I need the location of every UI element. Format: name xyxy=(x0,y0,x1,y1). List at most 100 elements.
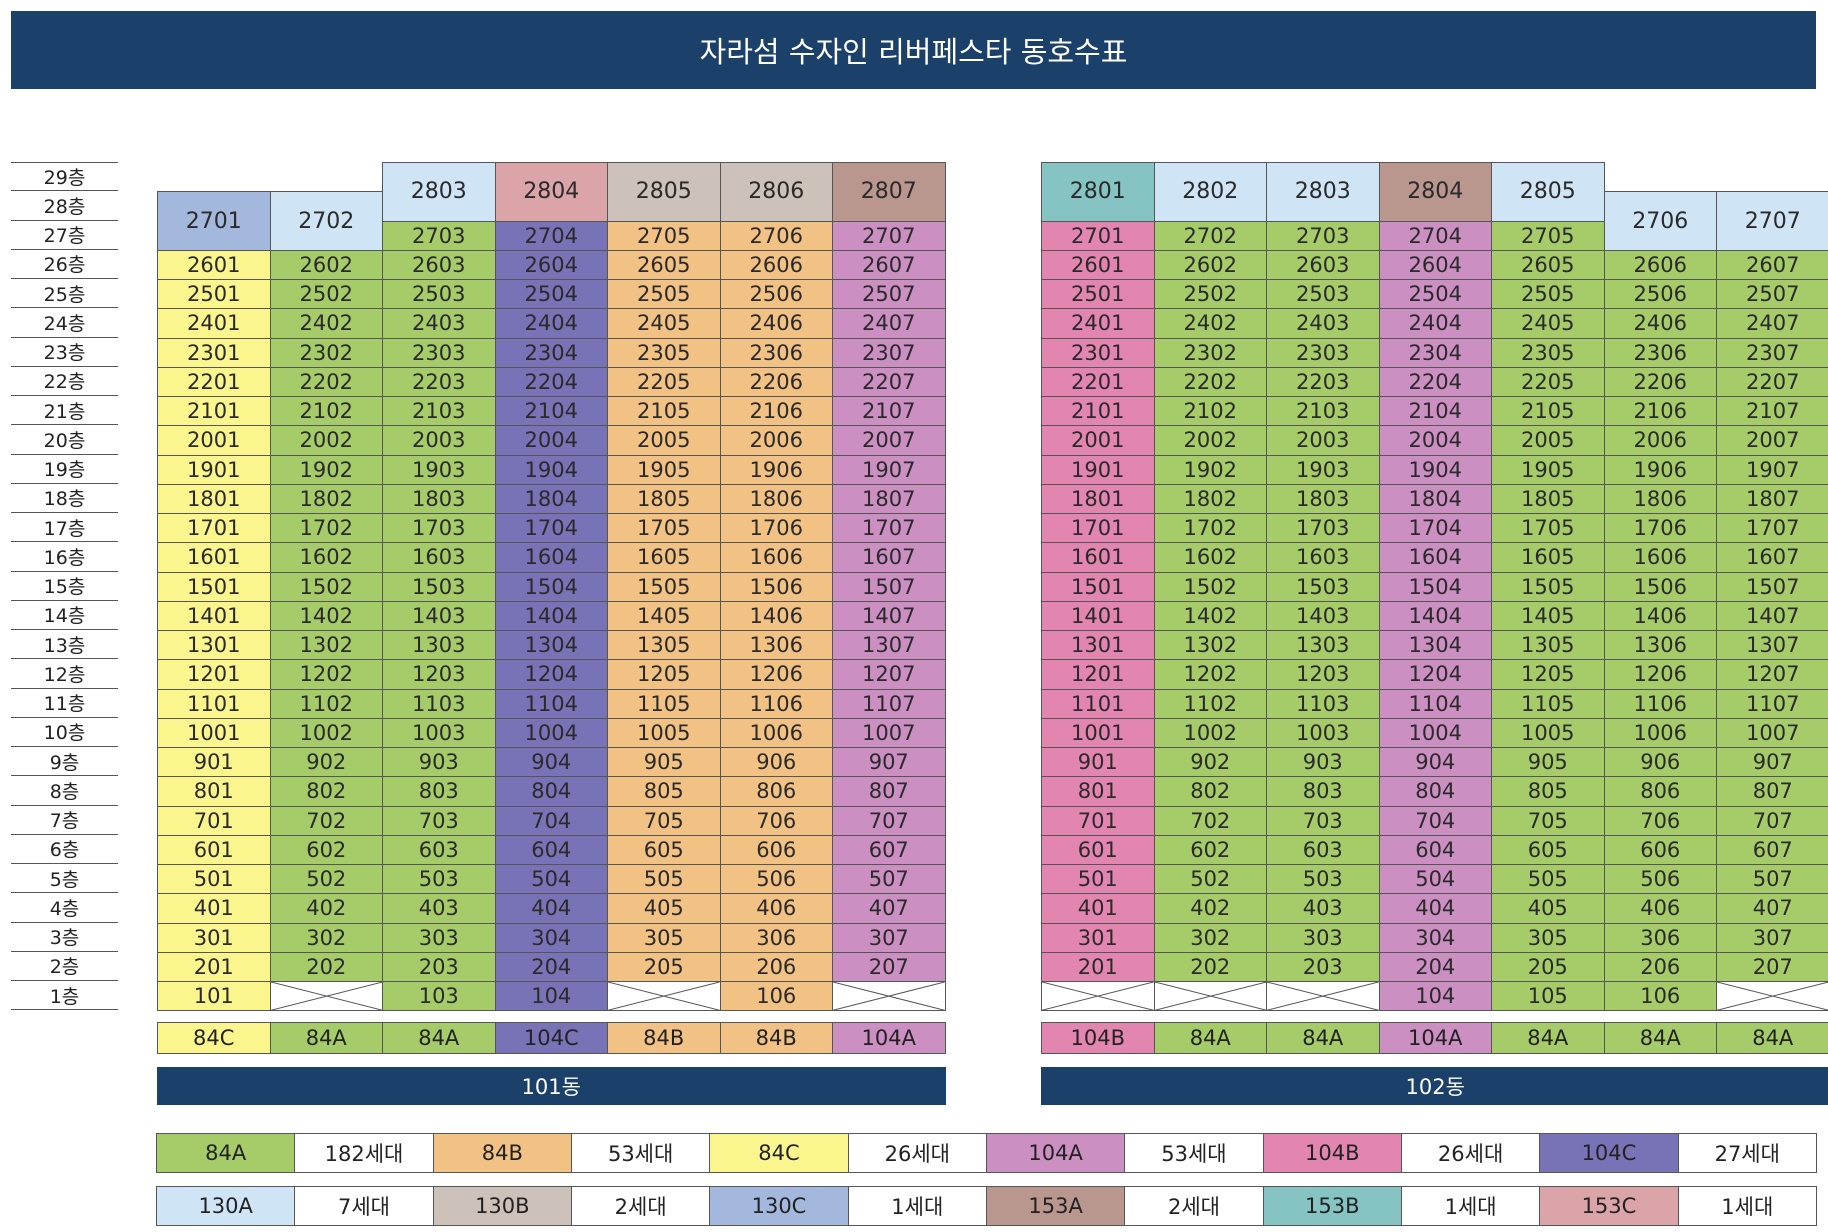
unit-cell: 406 xyxy=(719,893,833,924)
unit-cell: 1606 xyxy=(1603,542,1717,573)
unit-cell: 1803 xyxy=(382,483,496,514)
unit-cell: 201 xyxy=(1041,951,1155,982)
unit-cell: 2503 xyxy=(382,279,496,310)
unit-cell: 2501 xyxy=(1041,279,1155,310)
unit-cell: 806 xyxy=(719,776,833,807)
legend-type: 153B xyxy=(1262,1186,1402,1226)
unit-cell: 1804 xyxy=(494,483,608,514)
floor-label: 27층 xyxy=(11,221,118,250)
unit-cell: 602 xyxy=(1153,834,1267,865)
legend-type: 153A xyxy=(985,1186,1126,1226)
unit-cell-top: 2702 xyxy=(269,191,383,251)
unit-cell: 405 xyxy=(607,893,721,924)
unit-cell: 1102 xyxy=(1153,688,1267,719)
floor-label: 1층 xyxy=(11,981,118,1011)
unit-cell: 1201 xyxy=(1041,659,1155,690)
unit-cell: 703 xyxy=(382,805,496,836)
legend-count: 53세대 xyxy=(1124,1133,1264,1173)
unit-cell: 602 xyxy=(269,834,383,865)
unit-cell: 1404 xyxy=(1378,600,1492,631)
unit-cell: 704 xyxy=(1378,805,1492,836)
unit-cell: 1201 xyxy=(157,659,271,690)
unit-cell: 2701 xyxy=(1041,220,1155,251)
unit-cell: 205 xyxy=(607,951,721,982)
unit-cell: 2405 xyxy=(1491,308,1605,339)
legend-type: 130A xyxy=(156,1186,296,1226)
unit-cell: 1205 xyxy=(1491,659,1605,690)
legend-count: 2세대 xyxy=(570,1186,711,1226)
floor-label: 19층 xyxy=(11,455,118,484)
unit-cell: 2205 xyxy=(607,366,721,397)
unit-cell: 2104 xyxy=(494,396,608,427)
legend-type: 84C xyxy=(709,1133,849,1173)
unit-cell: 2506 xyxy=(719,279,833,310)
unit-cell: 1806 xyxy=(1603,483,1717,514)
unit-cell: 1307 xyxy=(1716,630,1828,661)
unit-type-label: 84A xyxy=(1266,1022,1380,1054)
unit-cell: 907 xyxy=(832,747,946,778)
unit-cell: 2003 xyxy=(1266,425,1380,456)
floor-label: 23층 xyxy=(11,338,118,367)
unit-cell: 903 xyxy=(382,747,496,778)
unit-cell-top: 2802 xyxy=(1153,162,1267,222)
unit-cell: 803 xyxy=(382,776,496,807)
no-unit-cell xyxy=(607,981,721,1012)
unit-cell: 801 xyxy=(1041,776,1155,807)
unit-cell: 1904 xyxy=(1378,454,1492,485)
unit-cell: 1707 xyxy=(1716,513,1828,544)
unit-cell: 1101 xyxy=(1041,688,1155,719)
unit-cell: 1203 xyxy=(382,659,496,690)
unit-cell: 1904 xyxy=(494,454,608,485)
unit-cell: 1202 xyxy=(269,659,383,690)
unit-cell: 2404 xyxy=(1378,308,1492,339)
legend-type: 130B xyxy=(432,1186,572,1226)
unit-cell: 706 xyxy=(1603,805,1717,836)
unit-cell-top: 2805 xyxy=(1491,162,1605,222)
floor-label: 14층 xyxy=(11,601,118,630)
unit-cell: 2201 xyxy=(1041,366,1155,397)
unit-cell: 1702 xyxy=(1153,513,1267,544)
unit-cell: 504 xyxy=(494,864,608,895)
unit-cell: 1102 xyxy=(269,688,383,719)
unit-cell: 2603 xyxy=(382,249,496,280)
unit-cell: 206 xyxy=(1603,951,1717,982)
unit-cell: 2202 xyxy=(1153,366,1267,397)
no-unit-cell xyxy=(1153,981,1267,1012)
unit-cell: 2104 xyxy=(1378,396,1492,427)
unit-cell: 1305 xyxy=(1491,630,1605,661)
unit-cell: 506 xyxy=(1603,864,1717,895)
unit-cell: 503 xyxy=(1266,864,1380,895)
unit-cell: 2401 xyxy=(1041,308,1155,339)
unit-cell: 1805 xyxy=(1491,483,1605,514)
unit-cell: 1603 xyxy=(382,542,496,573)
legend-type: 84B xyxy=(432,1133,572,1173)
unit-cell: 1205 xyxy=(607,659,721,690)
unit-cell: 1506 xyxy=(719,571,833,602)
building-name-bar: 102동 xyxy=(1041,1067,1828,1105)
unit-cell: 2303 xyxy=(382,337,496,368)
unit-cell: 2101 xyxy=(1041,396,1155,427)
unit-cell: 607 xyxy=(1716,834,1828,865)
unit-cell: 2007 xyxy=(1716,425,1828,456)
unit-cell: 1804 xyxy=(1378,483,1492,514)
unit-cell: 1104 xyxy=(494,688,608,719)
unit-cell: 2002 xyxy=(269,425,383,456)
unit-cell: 307 xyxy=(832,922,946,953)
unit-type-label: 84A xyxy=(1603,1022,1717,1054)
unit-cell: 103 xyxy=(382,981,496,1012)
unit-cell: 2005 xyxy=(1491,425,1605,456)
unit-cell: 605 xyxy=(1491,834,1605,865)
unit-cell: 1207 xyxy=(832,659,946,690)
unit-cell: 402 xyxy=(269,893,383,924)
unit-cell: 2006 xyxy=(719,425,833,456)
floor-label: 12층 xyxy=(11,659,118,689)
unit-cell: 1706 xyxy=(719,513,833,544)
floor-label: 6층 xyxy=(11,835,118,864)
unit-cell: 702 xyxy=(269,805,383,836)
unit-cell: 2407 xyxy=(832,308,946,339)
unit-cell-top: 2701 xyxy=(157,191,271,251)
unit-cell: 304 xyxy=(494,922,608,953)
unit-cell: 1703 xyxy=(1266,513,1380,544)
unit-cell: 2204 xyxy=(494,366,608,397)
floor-label: 16층 xyxy=(11,542,118,572)
